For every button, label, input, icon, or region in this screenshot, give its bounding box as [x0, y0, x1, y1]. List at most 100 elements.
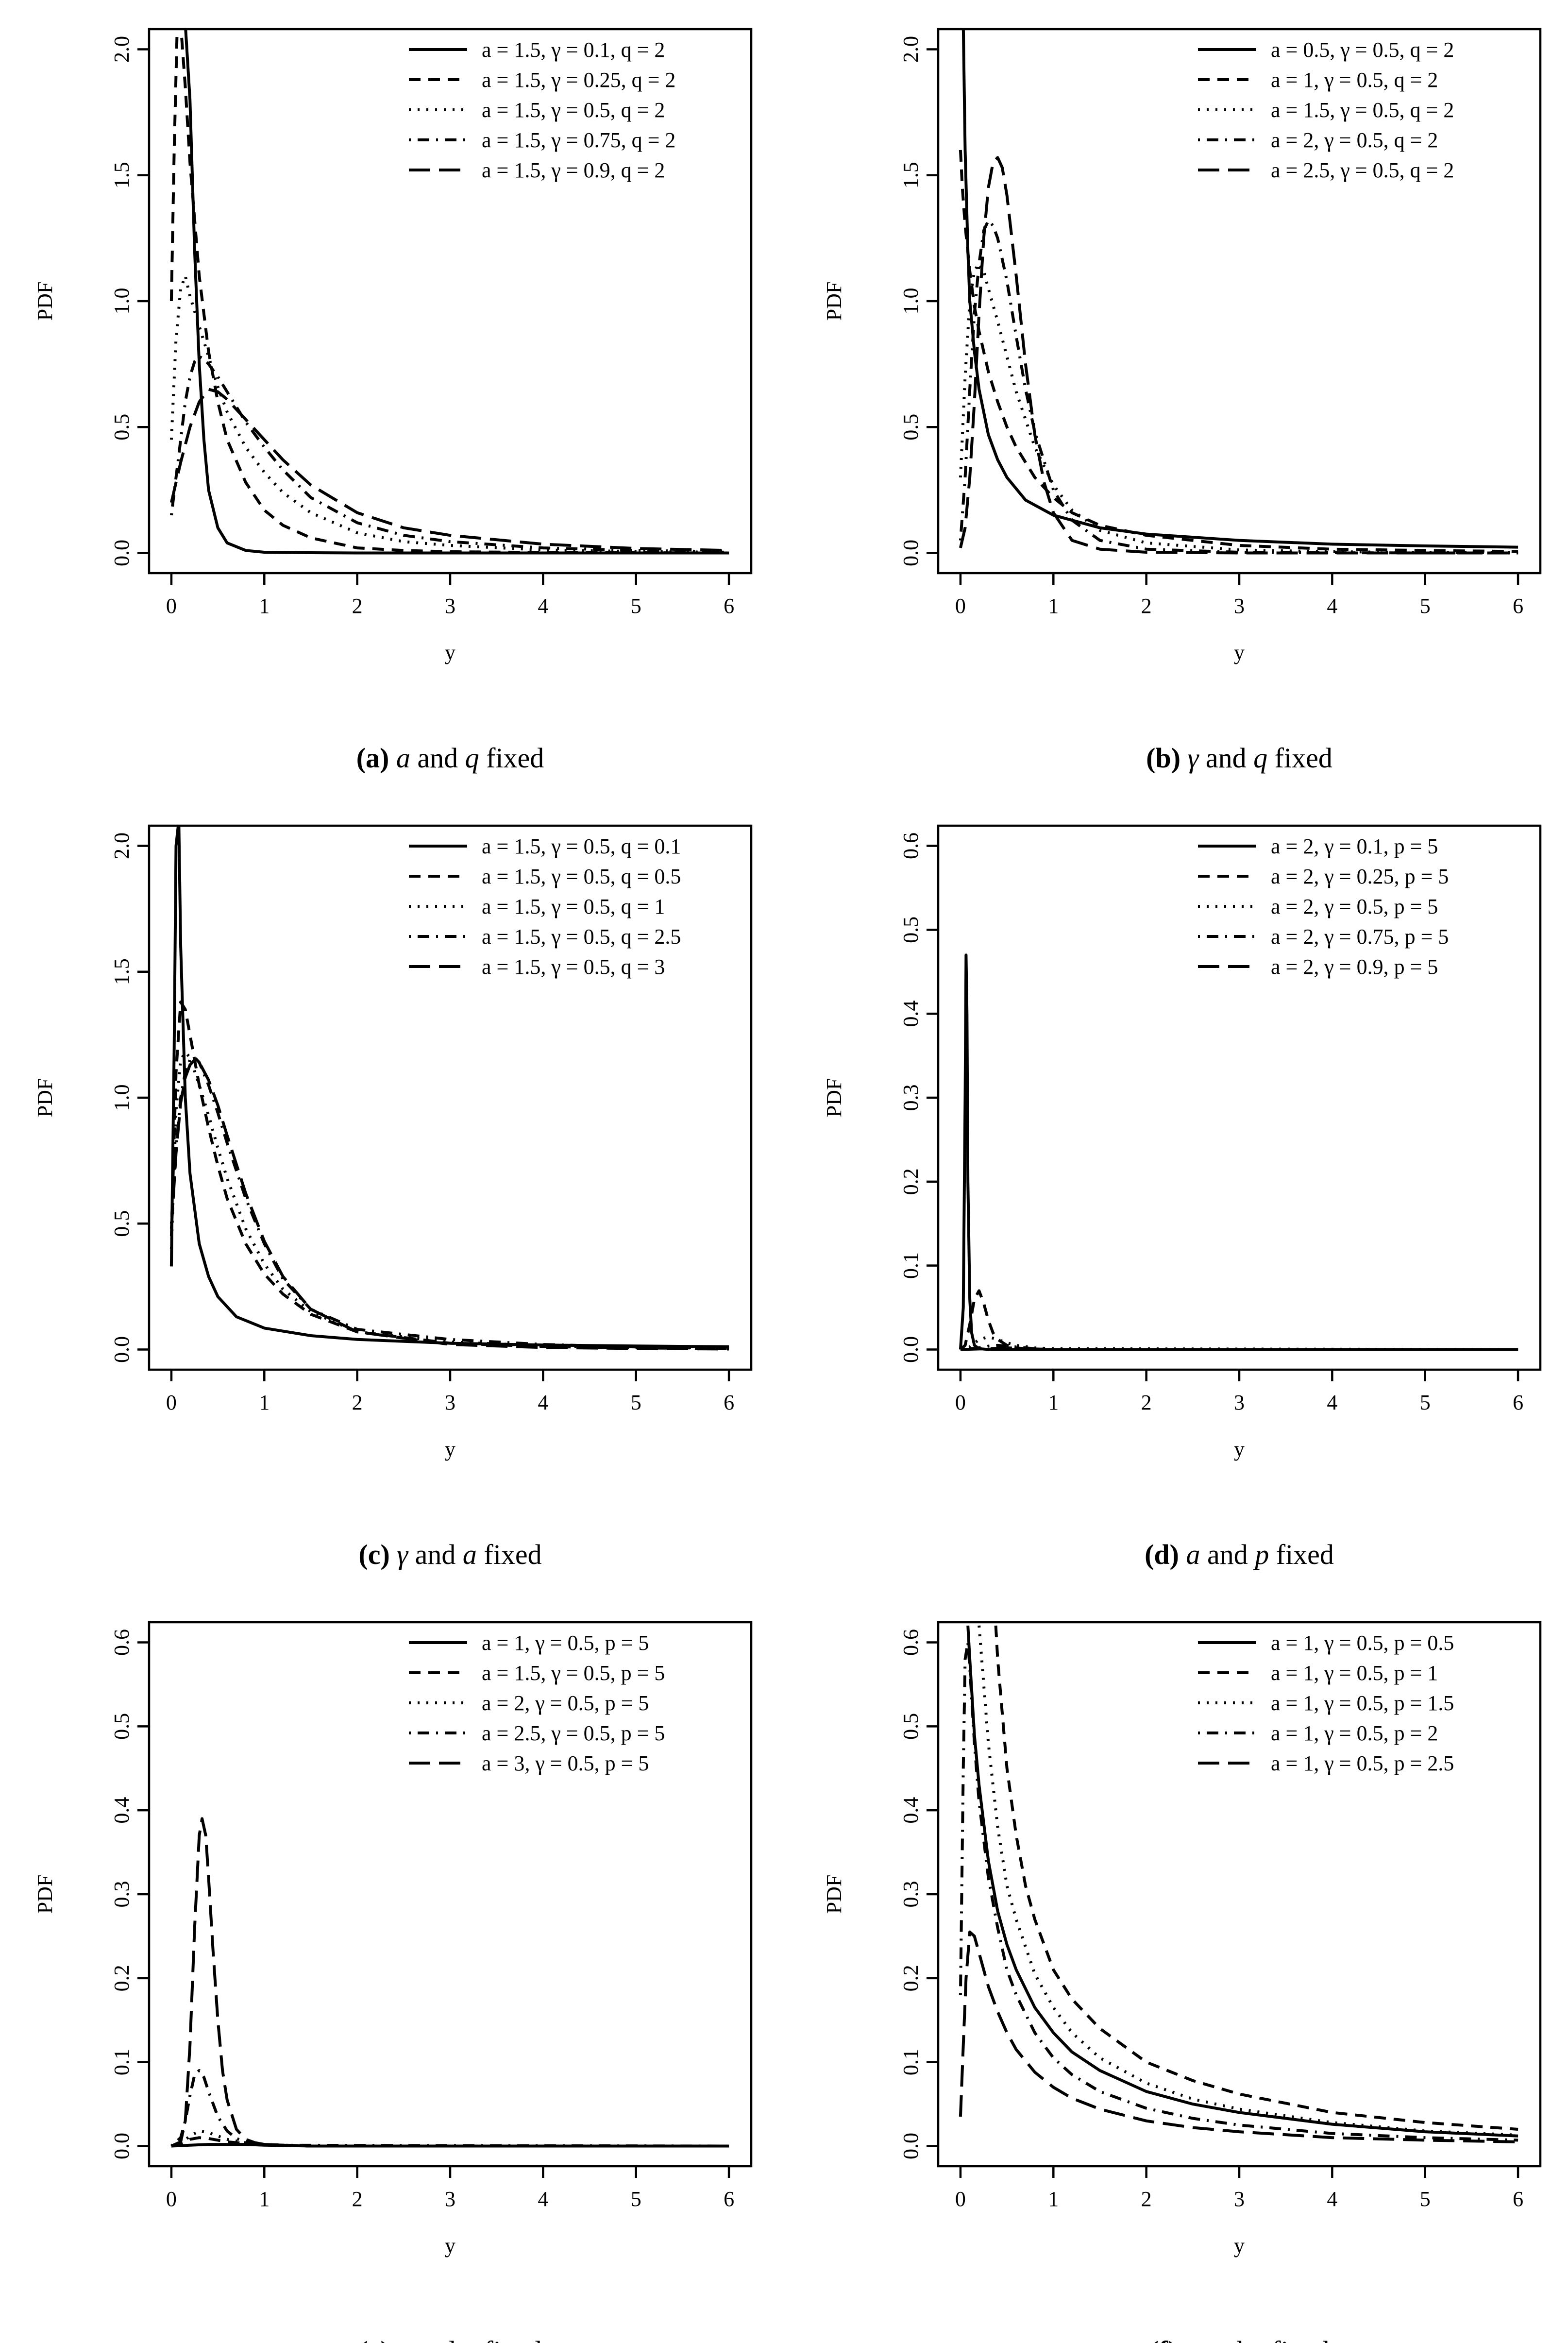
y-tick-label: 0.1	[899, 2049, 923, 2075]
legend-entry: a = 1.5, γ = 0.5, q = 0.1	[482, 834, 681, 858]
y-tick-label: 0.6	[899, 1629, 923, 1656]
legend-entry: a = 1, γ = 0.5, p = 1.5	[1271, 1691, 1454, 1715]
y-axis-label: PDF	[822, 1875, 846, 1914]
series-line-4	[959, 1641, 1518, 2142]
y-tick-label: 0.4	[110, 1797, 134, 1824]
x-tick-label: 4	[538, 1391, 548, 1414]
y-tick-label: 0.0	[899, 2133, 923, 2159]
legend-entry: a = 1, γ = 0.5, q = 2	[1271, 68, 1438, 92]
panel-f: 0 1 2 3 4 5 6 0.0 0.1 0.2 0.3 0.4 0.5 0.6 y PDF a = 1, γ…	[822, 1621, 1542, 2343]
x-tick-label: 3	[445, 594, 455, 618]
legend-entry: a = 1, γ = 0.5, p = 1	[1271, 1661, 1438, 1685]
y-tick-label: 0.5	[899, 1713, 923, 1740]
legend-entry: a = 2.5, γ = 0.5, p = 5	[482, 1721, 665, 1745]
series-line-5	[959, 156, 1518, 555]
series-line-5	[169, 388, 729, 552]
panel-caption: (d) a and p fixed	[1145, 1539, 1334, 1570]
x-tick-label: 1	[1048, 594, 1059, 618]
legend-entry: a = 2, γ = 0.25, p = 5	[1271, 865, 1449, 888]
series-line-4	[169, 1056, 729, 1350]
x-axis-label: y	[1234, 1437, 1245, 1461]
legend-entry: a = 1.5, γ = 0.5, q = 2	[482, 98, 665, 122]
panel-b: 0 1 2 3 4 5 6 0.0 0.5 1.0 1.5 2.0 y PDF a = 0.5, γ = 0…	[822, 28, 1542, 774]
legend: a = 2, γ = 0.1, p = 5 a = 2, γ = 0.25, p …	[1198, 834, 1449, 979]
x-axis-label: y	[445, 1437, 455, 1461]
x-tick-label: 0	[166, 1391, 177, 1414]
legend-entry: a = 1.5, γ = 0.75, q = 2	[482, 128, 675, 152]
x-tick-label: 6	[724, 594, 734, 618]
legend: a = 1.5, γ = 0.5, q = 0.1 a = 1.5, γ = 0.…	[409, 834, 681, 979]
legend-entry: a = 1.5, γ = 0.5, q = 3	[482, 955, 665, 979]
x-tick-label: 5	[631, 1391, 641, 1414]
y-tick-label: 2.0	[110, 832, 134, 859]
series-line-4	[960, 1343, 1518, 1351]
y-axis-label: PDF	[33, 1078, 57, 1118]
y-tick-label: 0.1	[899, 1252, 923, 1279]
x-tick-label: 2	[1141, 1391, 1152, 1414]
x-axis-label: y	[1234, 641, 1245, 664]
x-tick-label: 5	[1420, 594, 1431, 618]
series-line-2	[171, 2136, 729, 2148]
series-line-2	[169, 29, 729, 555]
legend-entry: a = 1.5, γ = 0.1, q = 2	[482, 38, 665, 62]
panel-caption: (e) γ and p fixed	[358, 2335, 541, 2343]
series-line-5	[959, 1930, 1518, 2143]
series-line-5	[170, 1817, 729, 2148]
legend-entry: a = 1.5, γ = 0.5, q = 1	[482, 895, 665, 918]
x-tick-label: 1	[1048, 2187, 1059, 2211]
x-tick-label: 5	[631, 594, 641, 618]
y-tick-label: 0.0	[899, 540, 923, 566]
x-tick-label: 4	[538, 594, 548, 618]
legend-entry: a = 1, γ = 0.5, p = 0.5	[1271, 1631, 1454, 1655]
y-axis-label: PDF	[822, 282, 846, 321]
legend-entry: a = 2.5, γ = 0.5, q = 2	[1271, 158, 1454, 182]
y-tick-label: 0.1	[110, 2049, 134, 2075]
x-tick-label: 0	[955, 594, 966, 618]
series-line-1	[959, 953, 1518, 1351]
y-tick-label: 0.6	[899, 832, 923, 859]
y-tick-label: 0.4	[899, 1001, 923, 1027]
y-tick-label: 1.0	[110, 288, 134, 315]
series-line-3	[169, 274, 729, 554]
panel-c: 0 1 2 3 4 5 6 0.0 0.5 1.0 1.5 2.0 y PDF a = 1.5, γ = 0…	[33, 824, 753, 1570]
legend-entry: a = 1.5, γ = 0.9, q = 2	[482, 158, 665, 182]
series-line-4	[170, 2069, 729, 2148]
y-tick-label: 2.0	[110, 36, 134, 63]
series-line-2	[994, 1625, 1518, 2131]
x-tick-label: 4	[1327, 1391, 1337, 1414]
x-tick-label: 6	[724, 2187, 734, 2211]
y-tick-label: 0.4	[899, 1797, 923, 1824]
x-tick-label: 1	[259, 2187, 270, 2211]
y-tick-label: 1.0	[110, 1085, 134, 1111]
legend-entry: a = 2, γ = 0.1, p = 5	[1271, 834, 1438, 858]
y-tick-label: 0.0	[899, 1336, 923, 1363]
legend-entry: a = 2, γ = 0.5, q = 2	[1271, 128, 1438, 152]
y-tick-label: 0.0	[110, 1336, 134, 1363]
y-tick-label: 0.2	[899, 1168, 923, 1195]
x-tick-label: 0	[955, 1391, 966, 1414]
y-tick-label: 0.5	[899, 917, 923, 943]
plot-frame	[937, 824, 1542, 1371]
y-tick-label: 0.2	[899, 1965, 923, 1991]
y-tick-label: 0.0	[110, 2133, 134, 2159]
panel-caption: (a) a and q fixed	[356, 742, 544, 774]
x-axis-label: y	[1234, 2234, 1245, 2258]
panel-caption: (f) γ and a fixed	[1149, 2335, 1330, 2343]
legend-entry: a = 1.5, γ = 0.5, q = 0.5	[482, 865, 681, 888]
panel-d: 0 1 2 3 4 5 6 0.0 0.1 0.2 0.3 0.4 0.5 0.6 y PDF a = 2, γ…	[822, 824, 1542, 1570]
plot-frame	[148, 1621, 753, 2168]
y-tick-label: 1.5	[110, 162, 134, 188]
y-axis-label: PDF	[822, 1078, 846, 1118]
y-tick-label: 0.3	[899, 1881, 923, 1908]
x-tick-label: 2	[1141, 594, 1152, 618]
x-tick-label: 6	[1513, 594, 1523, 618]
x-axis-label: y	[445, 641, 455, 664]
legend-entry: a = 1, γ = 0.5, p = 2.5	[1271, 1751, 1454, 1775]
x-tick-label: 6	[1513, 1391, 1523, 1414]
x-tick-label: 2	[352, 594, 363, 618]
x-tick-label: 1	[259, 1391, 270, 1414]
legend-entry: a = 1, γ = 0.5, p = 5	[482, 1631, 649, 1655]
y-tick-label: 0.5	[110, 414, 134, 441]
x-tick-label: 6	[1513, 2187, 1523, 2211]
